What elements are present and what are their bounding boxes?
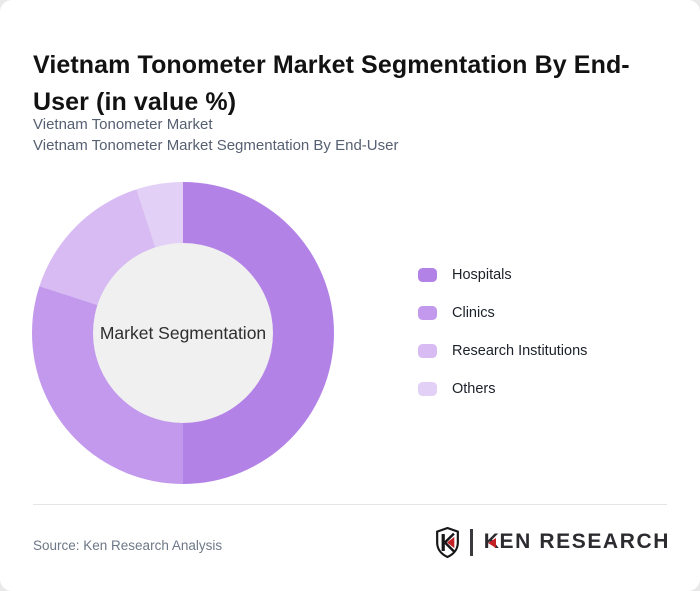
- ken-research-wordmark: K EN RESEARCH: [484, 530, 670, 554]
- legend-swatch: [418, 382, 437, 396]
- donut-hole: Market Segmentation: [93, 243, 273, 423]
- chart-subtitle-segmentation: Vietnam Tonometer Market Segmentation By…: [33, 137, 399, 154]
- ken-research-logo: K EN RESEARCH: [435, 526, 670, 558]
- legend-item-research-institutions: Research Institutions: [418, 342, 587, 360]
- chart-subtitle-market: Vietnam Tonometer Market: [33, 116, 213, 133]
- legend-item-hospitals: Hospitals: [418, 266, 587, 284]
- legend-item-others: Others: [418, 380, 587, 398]
- donut-center-label: Market Segmentation: [99, 322, 267, 343]
- footer-divider: [33, 504, 667, 505]
- source-attribution: Source: Ken Research Analysis: [33, 538, 223, 553]
- legend-label: Research Institutions: [452, 343, 588, 359]
- logo-separator: [470, 528, 473, 556]
- legend-label: Others: [452, 381, 496, 397]
- wordmark-rest: EN RESEARCH: [499, 530, 670, 553]
- ken-research-shield-icon: [436, 526, 460, 558]
- legend-swatch: [418, 268, 437, 282]
- page-title: Vietnam Tonometer Market Segmentation By…: [33, 50, 630, 116]
- legend-label: Clinics: [452, 305, 495, 321]
- legend-swatch: [418, 344, 437, 358]
- red-triangle-icon: [487, 538, 496, 548]
- legend-label: Hospitals: [452, 267, 512, 283]
- legend-item-clinics: Clinics: [418, 304, 587, 322]
- legend: Hospitals Clinics Research Institutions …: [418, 266, 587, 398]
- donut-chart: Market Segmentation: [32, 182, 334, 484]
- legend-swatch: [418, 306, 437, 320]
